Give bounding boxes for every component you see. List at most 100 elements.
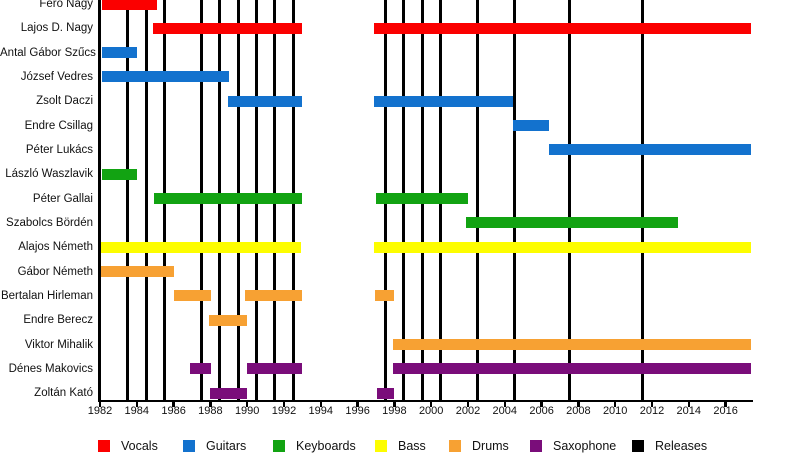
member-name-label: Szabolcs Bördén: [6, 216, 93, 229]
member-bar-saxophone: [247, 363, 303, 375]
x-axis-tick: [245, 402, 249, 407]
member-bar-keyboards: [376, 193, 468, 205]
x-axis-tick: [540, 402, 543, 407]
x-axis-tick-label: 2012: [639, 405, 665, 417]
member-bar-saxophone: [190, 363, 212, 375]
legend-swatch-vocals: [98, 440, 110, 452]
release-line: [475, 0, 479, 401]
x-axis-tick-label: 2000: [418, 405, 444, 417]
x-axis-tick-label: 1998: [382, 405, 407, 417]
x-axis-tick: [282, 402, 286, 407]
x-axis-tick-label: 2004: [492, 405, 518, 417]
x-axis-tick: [650, 402, 654, 407]
x-axis-baseline: [98, 399, 753, 402]
legend-swatch-saxophone: [530, 440, 542, 452]
member-name-label: Antal Gábor Szűcs: [0, 46, 96, 59]
x-axis-tick-label: 1984: [124, 405, 150, 417]
legend-label-guitars: Guitars: [206, 439, 247, 453]
legend-label-bass: Bass: [398, 439, 426, 453]
member-bar-bass: [374, 241, 752, 253]
member-bar-vocals: [101, 0, 158, 10]
legend-label-keyboards: Keyboards: [296, 439, 356, 453]
member-bar-drums: [173, 290, 212, 302]
x-axis-tick: [724, 402, 727, 407]
member-bar-guitars: [374, 95, 514, 107]
x-axis-tick-label: 1982: [87, 405, 113, 417]
member-name-label: Lajos D. Nagy: [20, 22, 93, 35]
release-line: [144, 0, 148, 401]
x-axis-tick: [209, 402, 212, 407]
member-bar-saxophone: [376, 387, 395, 399]
member-name-label: Viktor Mihalik: [24, 338, 93, 351]
member-name-label: Zsolt Daczi: [36, 95, 93, 108]
member-bar-guitars: [513, 120, 549, 132]
member-name-label: Péter Lukács: [25, 143, 93, 156]
member-bar-bass: [100, 241, 302, 253]
x-axis-tick-label: 1994: [308, 405, 334, 417]
x-axis-tick: [135, 402, 139, 407]
member-bar-guitars: [227, 95, 303, 107]
x-axis-tick-label: 1992: [271, 405, 297, 417]
x-axis-tick: [613, 402, 617, 407]
release-line: [512, 0, 516, 401]
x-axis-tick: [172, 402, 175, 407]
x-axis-tick-label: 1988: [198, 405, 223, 417]
legend-label-vocals: Vocals: [121, 439, 158, 453]
x-axis-tick: [466, 402, 470, 407]
member-bar-guitars: [548, 144, 752, 156]
x-axis-tick-label: 2008: [566, 405, 591, 417]
x-axis-tick: [503, 402, 507, 407]
x-axis-tick-label: 2006: [529, 405, 554, 417]
release-line: [126, 0, 130, 401]
legend-swatch-guitars: [183, 440, 195, 452]
y-axis-spine: [98, 0, 101, 401]
legend-label-releases: Releases: [655, 439, 708, 453]
x-axis-tick-label: 2010: [602, 405, 628, 417]
x-axis-tick: [356, 402, 359, 407]
member-name-label: Zoltán Kató: [34, 387, 93, 400]
member-name-label: Bertalan Hirleman: [0, 289, 93, 302]
member-bar-drums: [375, 290, 395, 302]
member-bar-drums: [100, 266, 174, 278]
x-axis-tick-label: 2002: [455, 405, 481, 417]
member-bar-drums: [392, 339, 752, 351]
member-bar-vocals: [153, 22, 303, 34]
member-name-label: Dénes Makovics: [8, 362, 93, 375]
legend-label-drums: Drums: [472, 439, 509, 453]
member-name-label: Endre Csillag: [24, 119, 93, 132]
legend-swatch-keyboards: [273, 440, 285, 452]
x-axis-tick-label: 1996: [345, 405, 370, 417]
legend-swatch-releases: [632, 440, 644, 452]
x-axis-tick: [577, 402, 580, 407]
x-axis-tick: [98, 402, 102, 407]
member-bar-saxophone: [210, 387, 248, 399]
x-axis-tick: [319, 402, 323, 407]
member-bar-keyboards: [466, 217, 678, 229]
x-axis-tick: [429, 402, 433, 407]
x-axis-tick: [393, 402, 396, 407]
x-axis-tick: [687, 402, 691, 407]
legend-swatch-bass: [375, 440, 387, 452]
member-bar-guitars: [101, 71, 229, 83]
member-name-label: József Vedres: [20, 70, 93, 83]
member-name-label: Péter Gallai: [32, 192, 93, 205]
x-axis-tick-label: 1986: [161, 405, 186, 417]
release-line: [567, 0, 571, 401]
member-name-label: Endre Berecz: [23, 314, 93, 327]
x-axis-tick-label: 1990: [234, 405, 260, 417]
member-bar-drums: [245, 290, 303, 302]
member-name-label: Gábor Németh: [17, 265, 93, 278]
member-name-label: Feró Nagy: [39, 0, 93, 10]
member-name-label: Alajos Németh: [18, 241, 93, 254]
release-line: [641, 0, 645, 401]
legend-label-saxophone: Saxophone: [553, 439, 617, 453]
member-bar-keyboards: [101, 168, 137, 180]
member-bar-saxophone: [392, 363, 752, 375]
member-bar-vocals: [374, 22, 752, 34]
member-bar-guitars: [101, 47, 137, 59]
member-bar-drums: [209, 314, 248, 326]
x-axis-tick-label: 2014: [676, 405, 702, 417]
member-bar-keyboards: [154, 193, 303, 205]
x-axis-tick-label: 2016: [713, 405, 738, 417]
